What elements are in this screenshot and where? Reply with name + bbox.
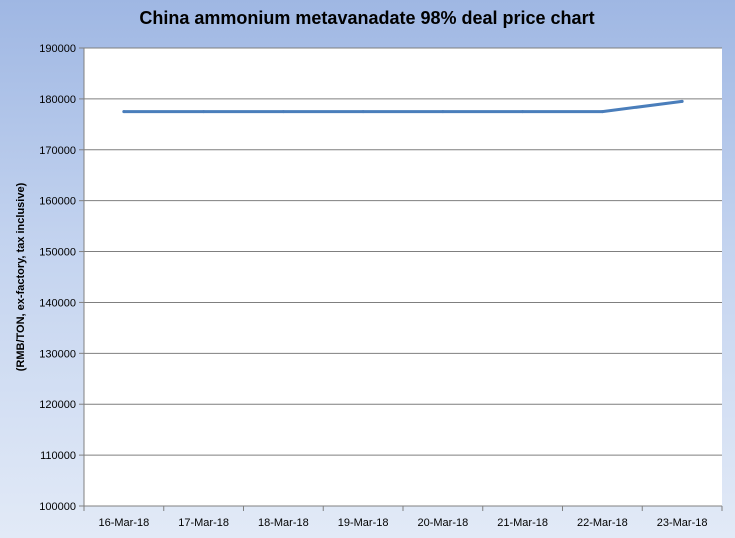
x-tick-label: 21-Mar-18 xyxy=(497,517,548,529)
x-tick-label: 16-Mar-18 xyxy=(99,517,150,529)
y-tick-labels: 100000 110000 120000 130000 140000 150000 1600… xyxy=(39,43,76,513)
y-tick-label: 140000 xyxy=(39,297,76,309)
data-point xyxy=(680,99,684,103)
x-tick-label: 22-Mar-18 xyxy=(577,517,628,529)
x-tick-label: 23-Mar-18 xyxy=(657,517,708,529)
y-tick-label: 100000 xyxy=(39,501,76,513)
x-tick-label: 18-Mar-18 xyxy=(258,517,309,529)
y-tick-label: 150000 xyxy=(39,247,76,259)
y-tick-label: 130000 xyxy=(39,348,76,360)
series-line xyxy=(122,99,684,114)
x-tick-label: 17-Mar-18 xyxy=(178,517,229,529)
axes xyxy=(79,47,723,511)
y-tick-label: 180000 xyxy=(39,94,76,106)
series-layer xyxy=(122,99,684,114)
gridlines xyxy=(84,47,722,456)
x-tick-labels: 16-Mar-18 17-Mar-18 18-Mar-18 19-Mar-18 20-M… xyxy=(99,517,708,529)
data-point xyxy=(441,110,445,114)
y-tick-label: 120000 xyxy=(39,399,76,411)
data-point xyxy=(281,110,285,114)
y-tick-label: 170000 xyxy=(39,145,76,157)
y-tick-label: 190000 xyxy=(39,43,76,55)
y-tick-label: 110000 xyxy=(40,450,76,462)
y-tick-label: 160000 xyxy=(39,196,76,208)
data-point xyxy=(202,110,206,114)
data-point xyxy=(361,110,365,114)
chart-title: China ammonium metavanadate 98% deal pri… xyxy=(139,8,594,28)
x-tick-label: 20-Mar-18 xyxy=(418,517,469,529)
data-point xyxy=(521,110,525,114)
y-axis-label: (RMB/TON, ex-factory, tax inclusive) xyxy=(15,182,27,371)
data-point xyxy=(600,110,604,114)
x-tick-label: 19-Mar-18 xyxy=(338,517,389,529)
plot-area xyxy=(84,48,722,506)
data-point xyxy=(122,110,126,114)
